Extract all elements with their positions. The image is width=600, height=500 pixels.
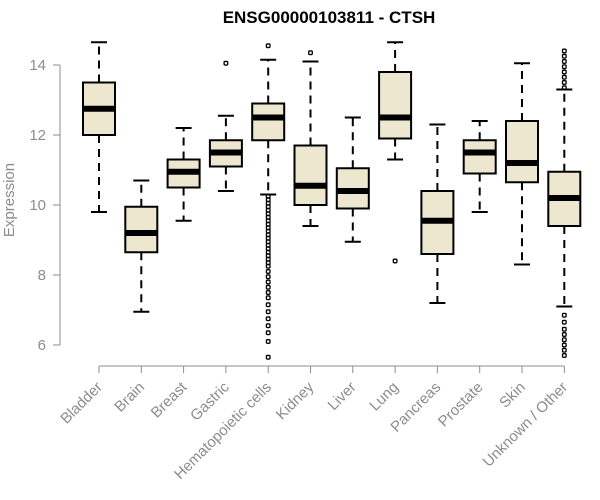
box-bladder bbox=[82, 41, 116, 213]
box-lung bbox=[378, 41, 413, 264]
outlier-point bbox=[265, 274, 271, 280]
x-tick-label: Breast bbox=[148, 378, 191, 421]
box-kidney bbox=[293, 50, 328, 227]
x-tick-label: Lung bbox=[366, 379, 402, 415]
outlier-point bbox=[561, 74, 567, 80]
outlier-point bbox=[561, 85, 567, 91]
outlier-point bbox=[392, 258, 398, 264]
x-tick-label: Prostate bbox=[435, 379, 487, 431]
outlier-point bbox=[265, 330, 271, 336]
outlier-point bbox=[561, 326, 567, 332]
iqr-box bbox=[251, 102, 286, 142]
y-tick-label: 8 bbox=[38, 267, 46, 284]
y-tick-label: 10 bbox=[29, 197, 46, 214]
box-prostate bbox=[462, 120, 497, 213]
box-breast bbox=[166, 127, 201, 222]
outlier-point bbox=[223, 60, 229, 66]
outlier-point bbox=[561, 64, 567, 70]
outlier-point bbox=[265, 290, 271, 295]
x-tick-label: Bladder bbox=[57, 379, 106, 428]
outlier-point bbox=[265, 323, 271, 329]
y-tick-label: 12 bbox=[29, 127, 46, 144]
box-unknown-other bbox=[547, 48, 582, 358]
outlier-point bbox=[561, 319, 567, 325]
outlier-point bbox=[561, 347, 567, 353]
outlier-point bbox=[561, 80, 567, 85]
outlier-point bbox=[561, 59, 567, 64]
y-tick-label: 6 bbox=[38, 337, 46, 354]
y-axis-label: Expression bbox=[1, 163, 18, 237]
outlier-point bbox=[561, 53, 567, 59]
x-tick-label: Liver bbox=[325, 379, 360, 414]
outlier-point bbox=[561, 353, 567, 358]
outlier-point bbox=[265, 309, 271, 315]
outlier-point bbox=[265, 279, 271, 285]
iqr-box bbox=[505, 120, 539, 184]
outlier-point bbox=[561, 312, 567, 318]
iqr-box bbox=[462, 139, 497, 175]
outlier-point bbox=[265, 339, 271, 344]
outlier-point bbox=[265, 302, 271, 308]
outlier-point bbox=[265, 316, 271, 322]
outlier-point bbox=[561, 69, 567, 75]
outlier-point bbox=[308, 50, 313, 56]
box-skin bbox=[505, 62, 539, 266]
outlier-point bbox=[265, 269, 271, 274]
x-tick-label: Brain bbox=[111, 379, 148, 416]
outlier-point bbox=[265, 354, 271, 360]
x-tick-label: Kidney bbox=[273, 378, 318, 423]
outlier-point bbox=[265, 263, 271, 269]
x-tick-label: Skin bbox=[496, 379, 529, 412]
plot-area bbox=[82, 41, 582, 360]
outlier-point bbox=[561, 48, 567, 54]
outlier-point bbox=[561, 337, 567, 343]
iqr-box bbox=[378, 71, 413, 140]
chart-title: ENSG00000103811 - CTSH bbox=[223, 8, 436, 27]
box-pancreas bbox=[420, 123, 455, 304]
iqr-box bbox=[124, 205, 159, 254]
box-hematopoietic-cells bbox=[251, 43, 286, 360]
outlier-point bbox=[265, 295, 271, 301]
box-gastric bbox=[208, 60, 243, 192]
outlier-point bbox=[265, 284, 271, 290]
outlier-point bbox=[561, 332, 567, 337]
outlier-point bbox=[561, 342, 567, 348]
iqr-box bbox=[293, 144, 328, 206]
box-brain bbox=[124, 179, 159, 313]
outlier-point bbox=[265, 43, 271, 49]
box-liver bbox=[335, 116, 370, 243]
y-tick-label: 14 bbox=[29, 57, 46, 74]
